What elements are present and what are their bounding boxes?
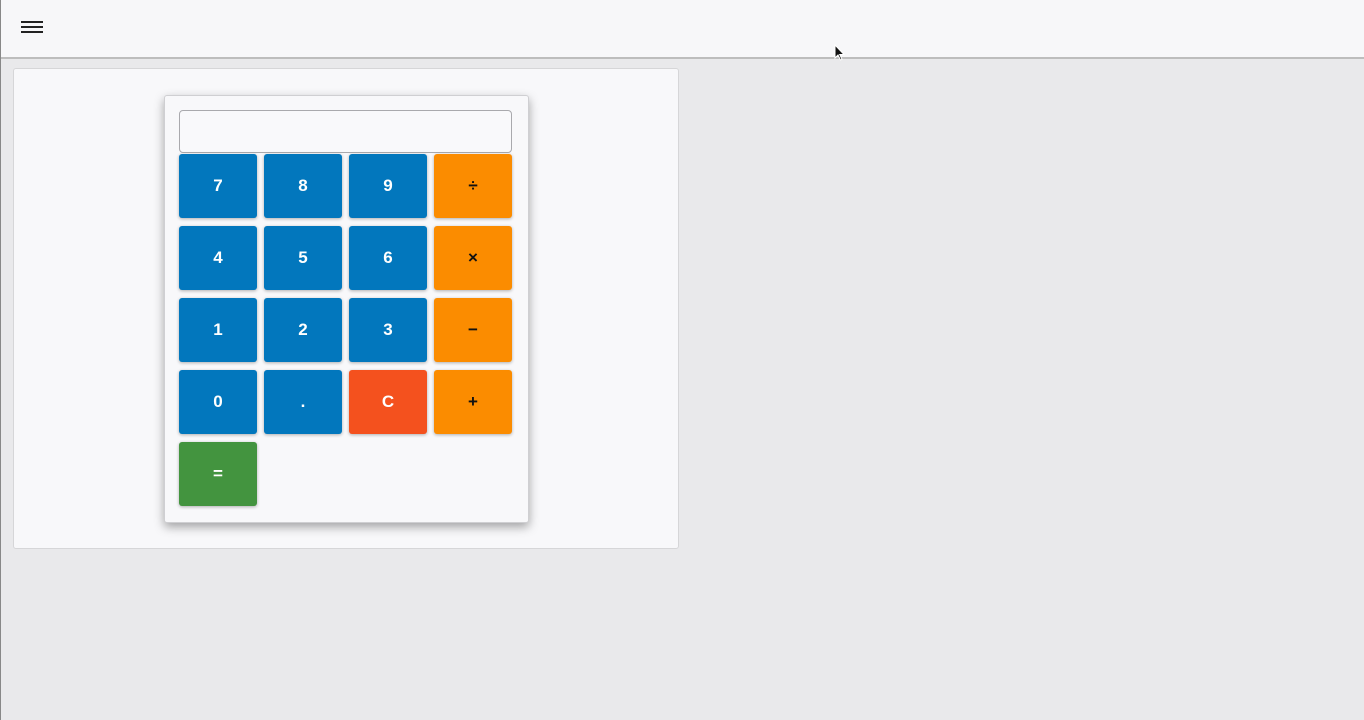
calculator-display[interactable]	[179, 110, 512, 153]
digit-7-button[interactable]: 7	[179, 154, 257, 218]
app-header	[1, 0, 1364, 59]
digit-3-button[interactable]: 3	[349, 298, 427, 362]
clear-button[interactable]: C	[349, 370, 427, 434]
multiply-button[interactable]: ×	[434, 226, 512, 290]
decimal-button[interactable]: .	[264, 370, 342, 434]
digit-9-button[interactable]: 9	[349, 154, 427, 218]
digit-8-button[interactable]: 8	[264, 154, 342, 218]
digit-4-button[interactable]: 4	[179, 226, 257, 290]
digit-1-button[interactable]: 1	[179, 298, 257, 362]
equals-button[interactable]: =	[179, 442, 257, 506]
divide-button[interactable]: ÷	[434, 154, 512, 218]
digit-2-button[interactable]: 2	[264, 298, 342, 362]
subtract-button[interactable]: −	[434, 298, 512, 362]
digit-5-button[interactable]: 5	[264, 226, 342, 290]
digit-0-button[interactable]: 0	[179, 370, 257, 434]
add-button[interactable]: +	[434, 370, 512, 434]
digit-6-button[interactable]: 6	[349, 226, 427, 290]
hamburger-menu-icon[interactable]	[21, 19, 43, 37]
mouse-cursor-icon	[834, 44, 846, 61]
